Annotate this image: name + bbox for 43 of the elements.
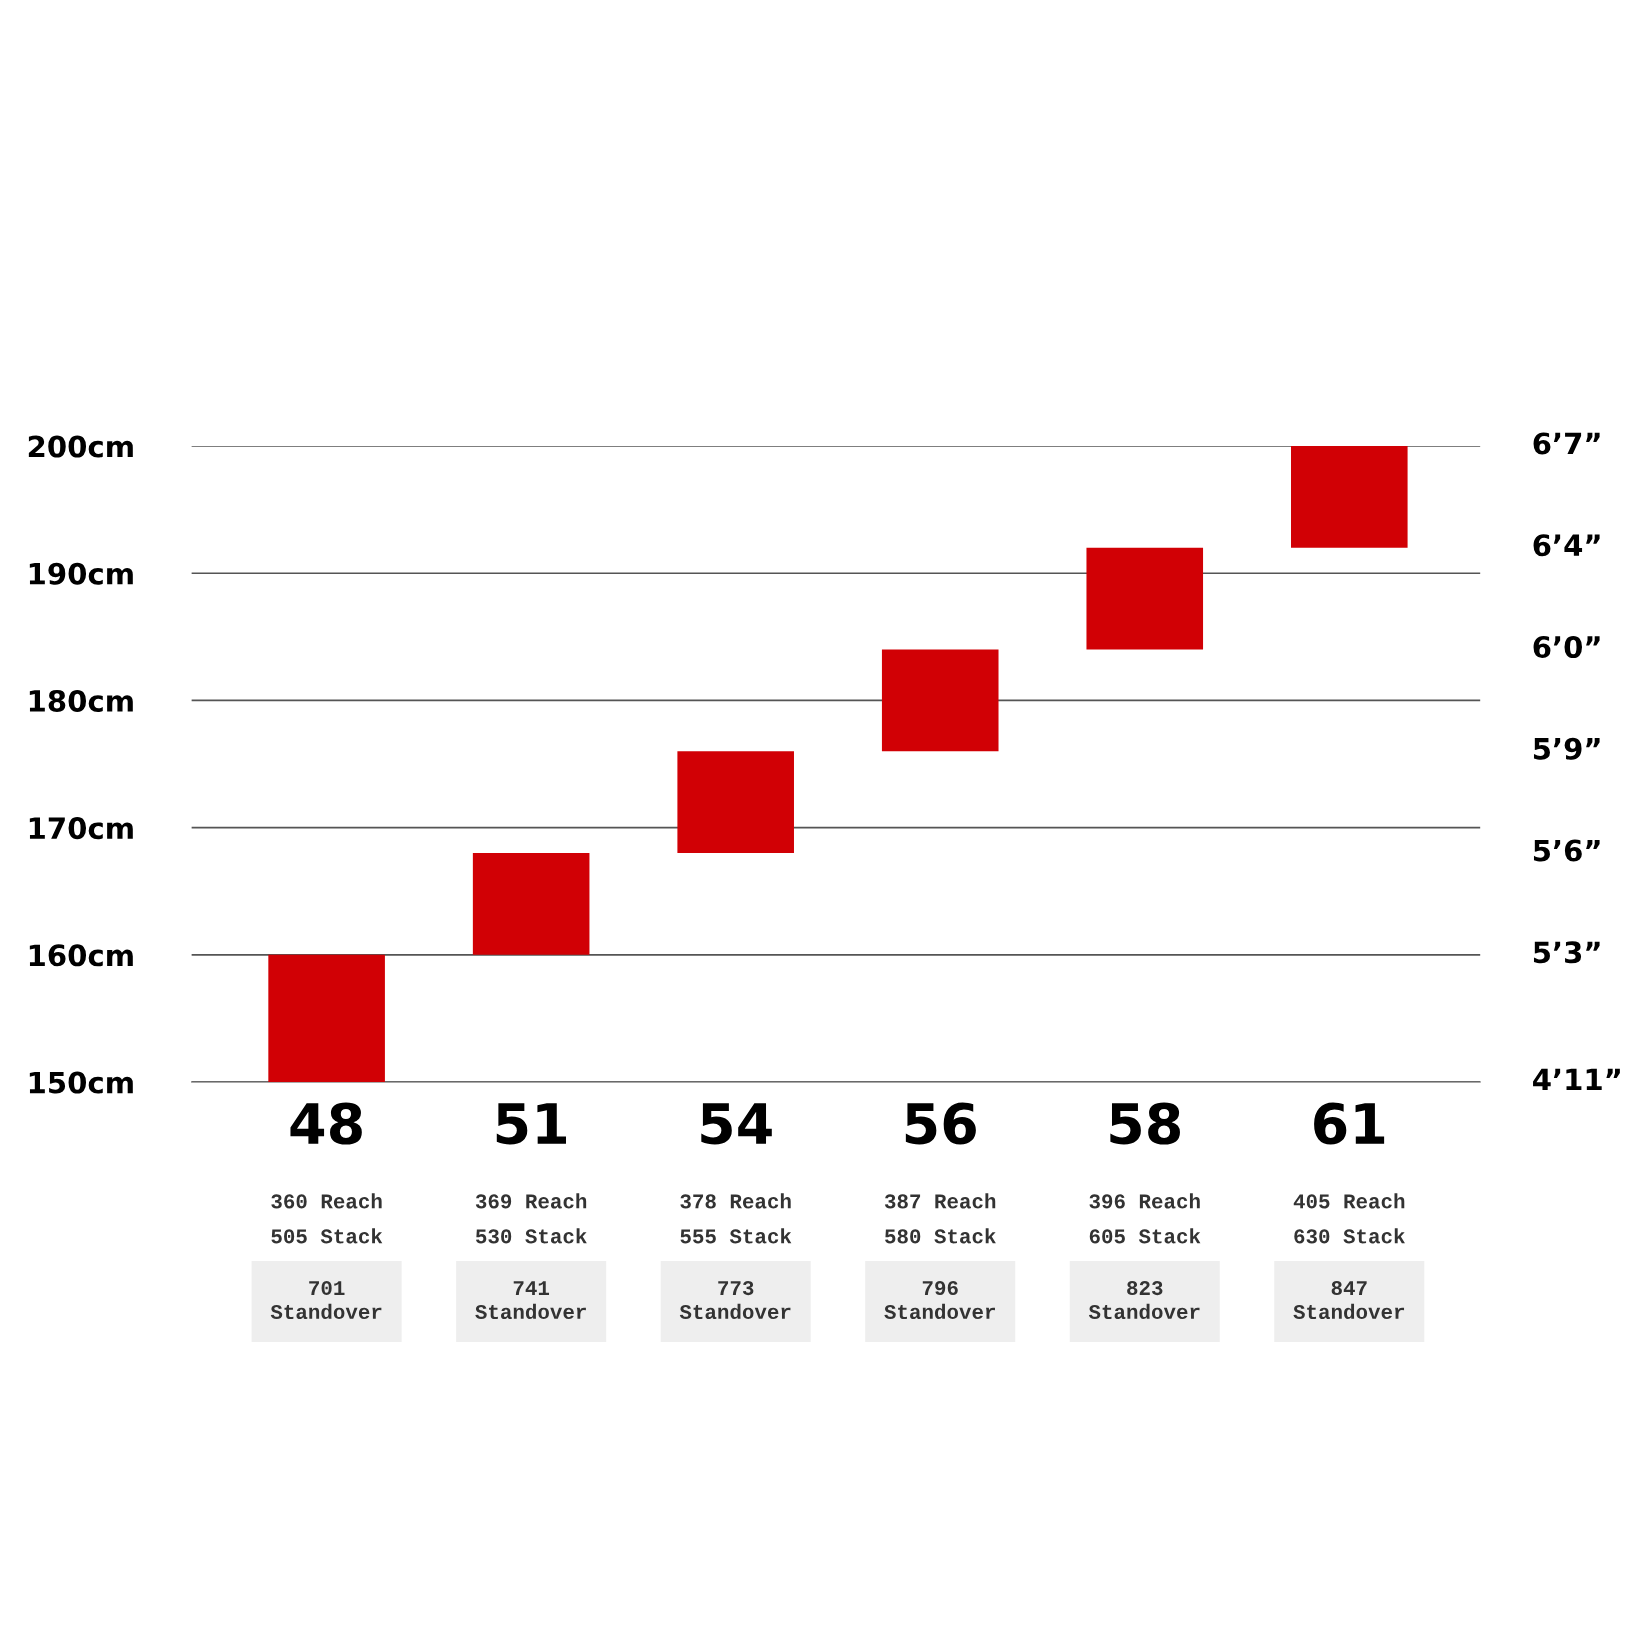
- y-tick-label: 160cm: [29, 944, 133, 967]
- text: 823 Standover: [1088, 1280, 1200, 1320]
- text: 773 Standover: [679, 1280, 791, 1320]
- text: 5’3”: [1533, 941, 1600, 964]
- bar: [472, 853, 590, 955]
- text: 5’9”: [1533, 737, 1600, 760]
- y-tick-label: 200cm: [28, 435, 133, 458]
- text: 605 Stack: [1089, 1228, 1201, 1244]
- x-tick-label: 58: [1110, 1102, 1180, 1145]
- text: 378 Reach: [680, 1193, 791, 1209]
- x-tick-label: 48: [290, 1102, 362, 1145]
- bar: [268, 954, 385, 1083]
- text: 396 Reach: [1089, 1193, 1200, 1209]
- text: 741 Standover: [475, 1281, 586, 1320]
- text: 6’0”: [1533, 635, 1600, 659]
- text: 405 Reach: [1293, 1193, 1405, 1209]
- text: 701 Standover: [270, 1280, 382, 1320]
- text: 4’11”: [1533, 1068, 1620, 1091]
- bar: [1291, 446, 1408, 548]
- text: 530 Stack: [475, 1228, 587, 1244]
- text: 369 Reach: [475, 1193, 587, 1209]
- bar: [677, 751, 794, 854]
- text: 6’4”: [1533, 534, 1600, 557]
- text: 5’6”: [1533, 839, 1600, 862]
- x-tick-label: 56: [905, 1102, 976, 1145]
- x-tick-label: 61: [1314, 1102, 1385, 1145]
- y-tick-label: 150cm: [29, 1071, 133, 1094]
- y-tick-label: 180cm: [29, 689, 133, 712]
- text: 796 Standover: [884, 1280, 995, 1320]
- y-tick-label: 190cm: [29, 562, 133, 585]
- bar: [881, 649, 999, 752]
- text: 360 Reach: [271, 1193, 382, 1209]
- y-tick-label: 170cm: [29, 817, 133, 840]
- text: 847 Standover: [1293, 1280, 1405, 1320]
- x-tick-label: 54: [701, 1103, 772, 1145]
- x-tick-label: 51: [496, 1103, 566, 1145]
- text: 505 Stack: [271, 1228, 383, 1244]
- text: 580 Stack: [885, 1228, 996, 1244]
- text: 555 Stack: [680, 1228, 792, 1244]
- text: 6’7”: [1533, 432, 1600, 455]
- bar: [1086, 547, 1204, 650]
- text: 630 Stack: [1294, 1228, 1405, 1244]
- text: 387 Reach: [884, 1193, 996, 1209]
